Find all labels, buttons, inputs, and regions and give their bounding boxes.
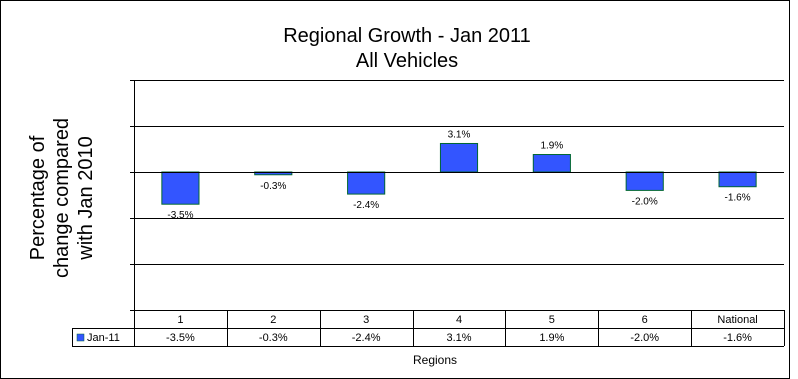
data-label-national: -1.6% bbox=[725, 193, 751, 204]
table-value-1: -3.5% bbox=[166, 332, 195, 344]
data-label-3: -2.4% bbox=[353, 200, 379, 211]
chart-title: Regional Growth - Jan 2011 bbox=[283, 25, 531, 47]
bar-6 bbox=[625, 171, 664, 191]
data-label-5: 1.9% bbox=[540, 141, 563, 152]
table-value-national: -1.6% bbox=[723, 332, 752, 344]
table-value-6: -2.0% bbox=[630, 332, 659, 344]
y-axis-label-line-3: with Jan 2010 bbox=[75, 136, 97, 260]
category-label-2: 2 bbox=[270, 314, 276, 326]
bar-national bbox=[718, 171, 757, 188]
data-table: 1 -3.5% 2 -0.3% 3 -2.4% 4 3.1% 5 1.9% 6 -2.0% Nation… bbox=[72, 310, 785, 347]
category-label-3: 3 bbox=[363, 314, 369, 326]
bar-3 bbox=[347, 171, 386, 195]
data-label-6: -2.0% bbox=[632, 196, 658, 207]
category-label-4: 4 bbox=[456, 314, 462, 326]
bar-1 bbox=[161, 171, 200, 205]
y-axis-label-line-1: Percentage of bbox=[27, 135, 49, 260]
category-label-5: 5 bbox=[549, 314, 555, 326]
gridlines bbox=[130, 80, 784, 311]
table-value-3: -2.4% bbox=[352, 332, 381, 344]
table-value-2: -0.3% bbox=[259, 332, 288, 344]
bar-4 bbox=[439, 142, 479, 173]
chart-subtitle: All Vehicles bbox=[356, 50, 458, 72]
legend-label: Jan-11 bbox=[87, 332, 120, 344]
table-value-4: 3.1% bbox=[446, 332, 471, 344]
y-axis-label: Percentage of change compared with Jan 2… bbox=[27, 118, 97, 278]
data-label-2: -0.3% bbox=[260, 181, 286, 192]
data-label-4: 3.1% bbox=[448, 129, 471, 140]
y-axis-label-line-2: change compared bbox=[51, 118, 73, 278]
category-label-national: National bbox=[717, 314, 757, 326]
bars bbox=[161, 142, 757, 205]
data-labels: -3.5% -0.3% -2.4% 3.1% 1.9% -2.0% -1.6% bbox=[167, 129, 750, 221]
legend-swatch bbox=[76, 333, 85, 342]
x-axis-label: Regions bbox=[413, 353, 457, 367]
table-value-5: 1.9% bbox=[539, 332, 564, 344]
data-label-1: -3.5% bbox=[167, 210, 193, 221]
bar-5 bbox=[532, 154, 571, 173]
category-label-6: 6 bbox=[642, 314, 648, 326]
category-label-1: 1 bbox=[177, 314, 183, 326]
